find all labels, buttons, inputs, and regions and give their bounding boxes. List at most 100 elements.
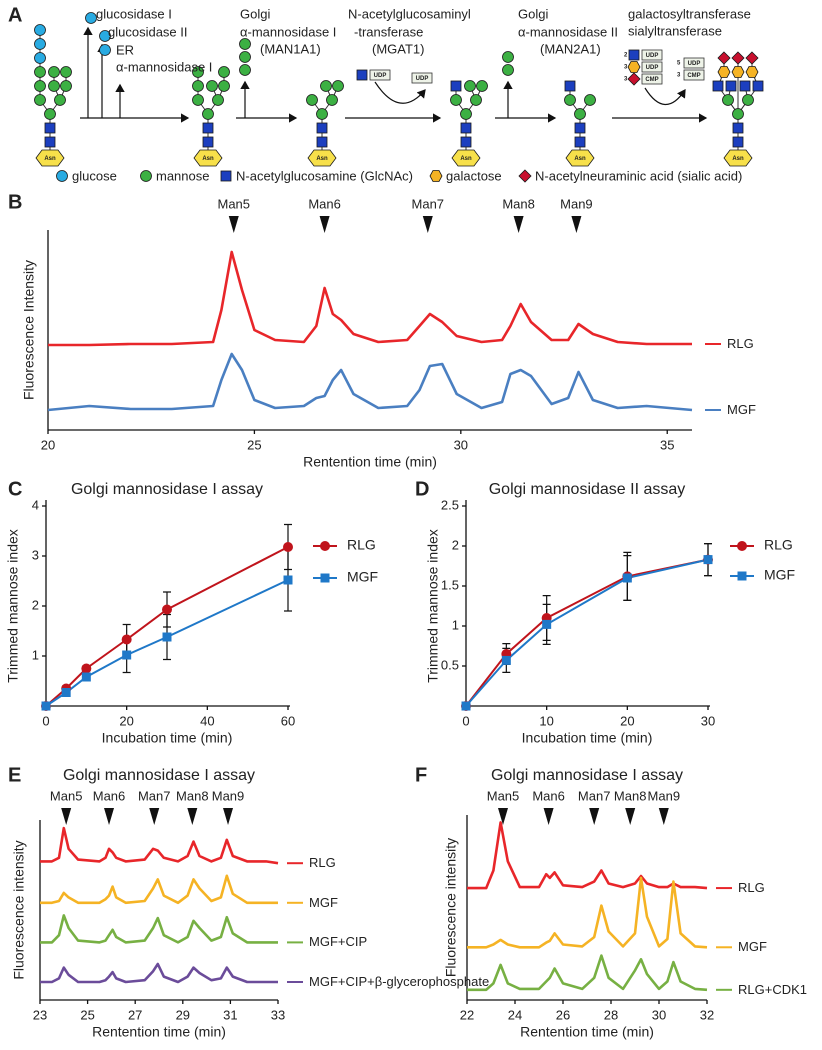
legend-marker [320, 541, 330, 551]
peak-label: Man8 [502, 196, 535, 211]
legend-label: mannose [156, 168, 209, 183]
x-tick-label: 25 [247, 437, 261, 452]
glcnac [574, 136, 586, 148]
sialic-acid [717, 51, 731, 65]
donor-count: 5 [677, 61, 681, 67]
x-tick-label: 0 [462, 713, 469, 728]
x-tick-label: 28 [604, 1007, 618, 1022]
asparagine [565, 149, 595, 167]
donor-label: UDP [688, 61, 701, 67]
legend-label-box: RLG+CDK1 [738, 981, 807, 997]
x-tick-label: 26 [556, 1007, 570, 1022]
donor-count: 3 [624, 65, 628, 71]
peak-label: Man7 [578, 788, 611, 803]
residue-label: Asn [732, 156, 744, 162]
mannose [332, 80, 344, 92]
mannose [326, 94, 338, 106]
glucose [99, 44, 111, 56]
y-tick-label: 4 [32, 497, 39, 512]
x-tick-label: 0 [42, 713, 49, 728]
mannose [212, 94, 224, 106]
legend-label-box: MGF [738, 939, 767, 955]
glucose [56, 170, 68, 182]
sialic-acid [731, 51, 745, 65]
enzyme-label: (MAN2A1) [540, 41, 601, 56]
marker [81, 672, 91, 682]
legend-label: RLG [738, 880, 765, 896]
legend-label: MGF [727, 402, 756, 417]
donor-count: 3 [677, 73, 681, 79]
asparagine [451, 149, 481, 167]
y-tick-label: 2 [32, 597, 39, 612]
legend-label-box: MGF [309, 895, 338, 910]
donor-label: UDP [646, 65, 659, 71]
mannose [206, 80, 218, 92]
glcnac [316, 122, 328, 134]
x-tick-label: 32 [700, 1007, 714, 1022]
legend-label-box: MGF+CIP+β-glycerophosphate [309, 974, 489, 989]
marker [122, 650, 132, 660]
glcnac [450, 80, 462, 92]
galactose [627, 61, 641, 73]
y-tick-label: 1.5 [441, 577, 459, 592]
chart-title: Golgi mannosidase I assay [63, 767, 255, 784]
peak-label: Man8 [614, 788, 647, 803]
peak-label: Man6 [308, 196, 341, 211]
asparagine [307, 149, 337, 167]
glcnac [460, 122, 472, 134]
legend-label: RLG [727, 336, 754, 351]
y-tick-label: 1 [32, 647, 39, 662]
enzyme-label: (MGAT1) [372, 41, 424, 56]
residue-label: Asn [202, 156, 214, 162]
x-tick-label: 23 [33, 1007, 47, 1022]
legend-label: RLG [347, 537, 376, 553]
enzyme-label: α-mannosidase I [116, 59, 212, 74]
mannose [239, 64, 251, 76]
x-tick-label: 35 [660, 437, 674, 452]
glcnac [316, 136, 328, 148]
galactose [731, 66, 745, 78]
mannose [192, 80, 204, 92]
mannose [48, 80, 60, 92]
glcnac [460, 136, 472, 148]
enzyme-label: α-mannosidase II [518, 24, 618, 39]
x-axis-label: Incubation time (min) [102, 730, 233, 746]
donor-count: 3 [624, 77, 628, 83]
sialic-acid [627, 72, 641, 86]
peak-label: Man9 [212, 788, 245, 803]
glcnac [44, 136, 56, 148]
donor-box [369, 69, 391, 81]
sialic-acid [518, 169, 532, 183]
x-tick-label: 60 [281, 713, 295, 728]
mannose [470, 94, 482, 106]
mannose [34, 80, 46, 92]
y-tick-label: 0.5 [441, 657, 459, 672]
donor-box [683, 69, 705, 81]
x-tick-label: 40 [200, 713, 214, 728]
chart-title: Golgi mannosidase I assay [491, 767, 683, 784]
trace [467, 954, 708, 992]
chart-title: Golgi mannosidase I assay [71, 481, 263, 498]
y-axis-label: Trimmed mannose index [425, 529, 441, 683]
mannose [460, 108, 472, 120]
mannose [192, 94, 204, 106]
mannose [60, 80, 72, 92]
legend-label: RLG+CDK1 [738, 981, 807, 997]
x-tick-label: 30 [652, 1007, 666, 1022]
mannose [202, 108, 214, 120]
panel-label: E [8, 764, 21, 786]
glcnac [202, 136, 214, 148]
y-axis-label: Trimmed mannose index [5, 529, 21, 683]
legend-label: MGF [738, 939, 767, 955]
mannose [564, 94, 576, 106]
trace [467, 821, 708, 890]
legend-label-box: RLG [309, 855, 336, 870]
legend-marker [320, 573, 330, 583]
peak-label: Man7 [138, 788, 171, 803]
marker [41, 701, 51, 711]
y-axis-label: Fluorescence intensity [11, 840, 27, 979]
mannose [60, 66, 72, 78]
legend-marker [737, 541, 747, 551]
